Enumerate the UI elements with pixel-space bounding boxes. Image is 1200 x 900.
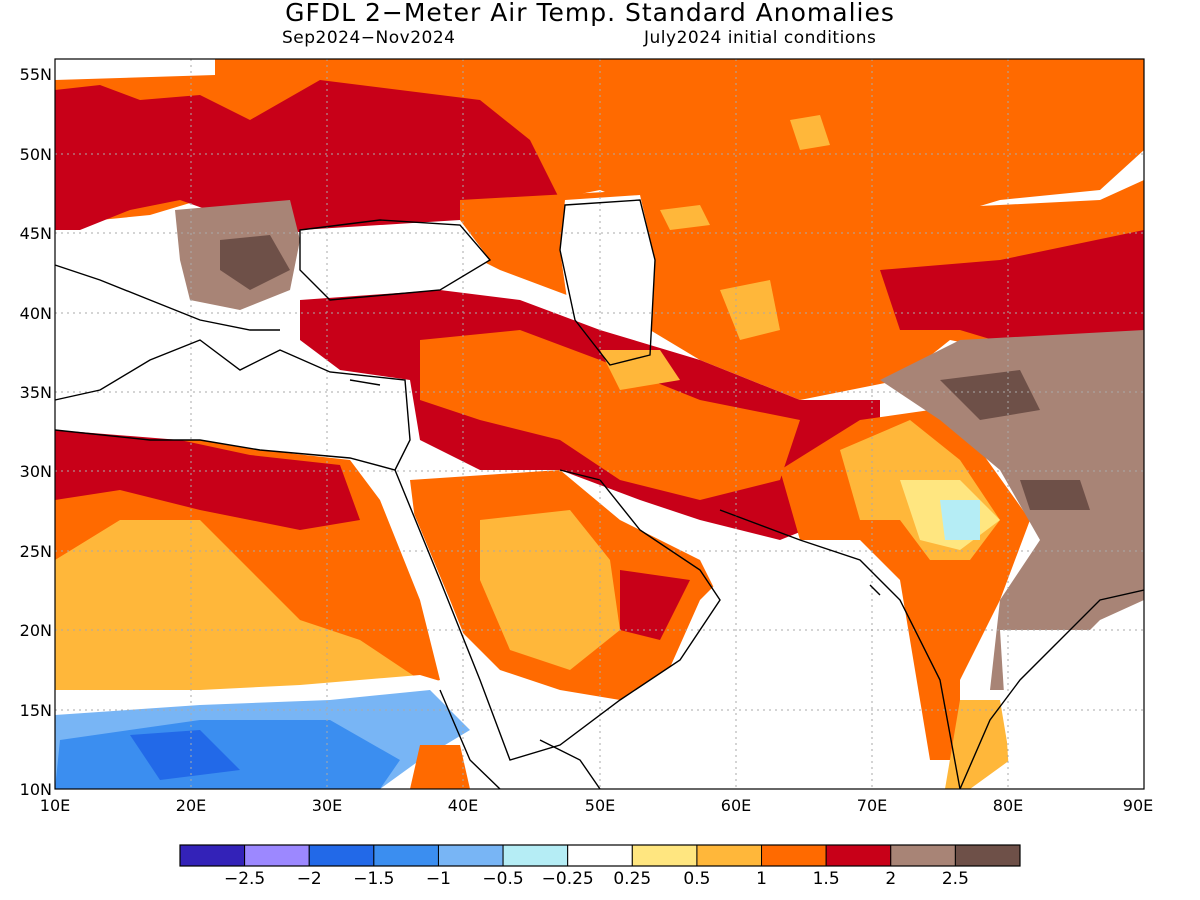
lon-label-30e: 30E [311,796,343,815]
lon-label-50e: 50E [584,796,616,815]
colorbar-tick-label: −2.5 [223,869,266,889]
lon-label-10e: 10E [39,796,71,815]
colorbar-swatch [954,844,1021,867]
graticule [55,59,1144,789]
colorbar-tick-label: 0.25 [613,869,652,889]
lat-label-15n: 15N [19,701,52,720]
arabian-sea [560,540,960,789]
colorbar-swatch [761,844,827,867]
lon-label-70e: 70E [856,796,888,815]
colorbar-swatch [567,844,633,867]
black-sea [300,220,490,300]
lat-label-55n: 55N [19,65,52,84]
colorbar-swatch [373,844,439,867]
colorbar-tick-label: 0.5 [683,869,711,889]
colorbar-swatch [631,844,698,867]
region-east-red [880,230,1144,360]
colorbar-tick-label: −0.5 [482,869,524,889]
region-india-east [880,330,1144,690]
map-field [55,59,1144,789]
lat-label-50n: 50N [19,145,52,164]
colorbar-swatch [437,844,504,867]
colorbar-swatch [890,844,956,867]
colorbar-tick-label: −2 [296,869,322,889]
lat-label-45n: 45N [19,224,52,243]
colorbar-tick-label: 1 [756,869,767,889]
colorbar-swatch [179,844,246,867]
initial-conditions: July2024 initial conditions [644,28,877,48]
colorbar-tick-label: −0.25 [541,869,594,889]
lat-label-40n: 40N [19,304,52,323]
coastlines [54,199,1145,790]
lat-label-10n: 10N [19,780,52,799]
colorbar-tick-label: −1.5 [353,869,395,889]
lat-label-35n: 35N [19,383,52,402]
chart-title: GFDL 2−Meter Air Temp. Standard Anomalie… [285,0,895,27]
colorbar-tick-label: −1 [425,869,451,889]
colorbar-swatch [502,844,569,867]
colorbar-swatch [244,844,310,867]
lon-label-80e: 80E [992,796,1024,815]
forecast-period: Sep2024−Nov2024 [282,28,456,48]
colorbar-tick-label: 1.5 [812,869,840,889]
lat-label-30n: 30N [19,462,52,481]
colorbar-swatch [308,844,375,867]
lon-label-40e: 40E [447,796,479,815]
lon-label-60e: 60E [720,796,752,815]
colorbar-tick-label: 2 [885,869,897,889]
lat-label-20n: 20N [19,621,52,640]
lat-label-25n: 25N [19,542,52,561]
lon-label-20e: 20E [175,796,207,815]
region-europe-red [55,80,560,240]
colorbar-swatch [696,844,763,867]
lon-label-90e: 90E [1122,796,1154,815]
colorbar-swatch [825,844,892,867]
colorbar-tick-label: 2.5 [941,869,969,889]
